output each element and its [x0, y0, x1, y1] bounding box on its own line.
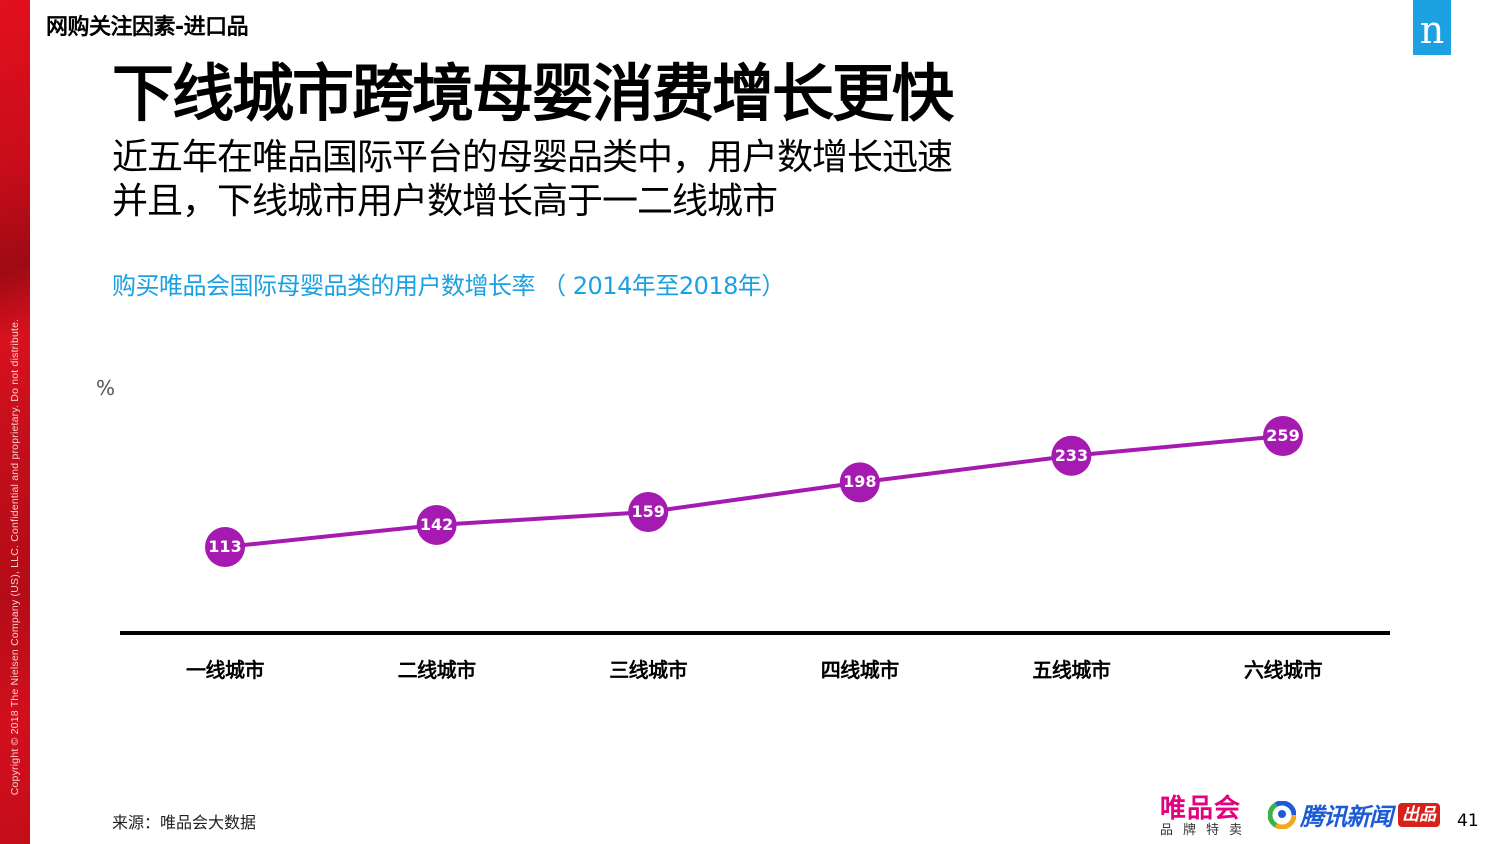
x-axis-tick-label: 五线城市 [1032, 658, 1111, 682]
x-axis-tick-label: 四线城市 [820, 658, 900, 682]
data-point-marker [1263, 416, 1303, 456]
data-point-marker [205, 527, 245, 567]
data-label: 159 [631, 502, 665, 522]
data-point-marker [416, 504, 457, 545]
data-label: 198 [843, 472, 877, 492]
data-label: 142 [419, 514, 454, 534]
tencent-news-logo: 腾讯新闻 出品 [1268, 797, 1440, 832]
x-axis-tick-label: 二线城市 [397, 658, 477, 682]
x-axis-tick-label: 三线城市 [609, 658, 688, 682]
series-markers [205, 416, 1303, 567]
data-label: 233 [1054, 445, 1089, 465]
section-label: 网购关注因素-进口品 [46, 15, 249, 40]
sidebar-decoration: Copyright © 2018 The Nielsen Company (US… [0, 0, 30, 844]
data-label: 113 [208, 537, 242, 556]
produced-badge: 出品 [1398, 802, 1440, 827]
y-axis-unit: % [96, 376, 116, 400]
page-number: 41 [1457, 811, 1479, 831]
source-note: 来源：唯品会大数据 [112, 813, 257, 832]
page-subtitle: 近五年在唯品国际平台的母婴品类中，用户数增长迅速 并且，下线城市用户数增长高于一… [112, 136, 953, 224]
x-axis-tick-label: 六线城市 [1244, 658, 1323, 682]
subtitle-line-1: 近五年在唯品国际平台的母婴品类中，用户数增长迅速 [112, 137, 953, 178]
data-point-marker [839, 462, 880, 503]
x-axis-tick-label: 一线城市 [186, 658, 265, 682]
nielsen-logo-icon: n [1413, 0, 1451, 55]
page-title: 下线城市跨境母婴消费增长更快 [112, 57, 954, 130]
data-point-marker [1051, 435, 1092, 476]
data-label: 259 [1266, 426, 1300, 445]
vip-logo: 唯品会 品牌特卖 [1160, 794, 1253, 838]
data-point-marker [628, 492, 669, 533]
series-line [224, 434, 1284, 549]
chart-title: 购买唯品会国际母婴品类的用户数增长率 （ 2014年至2018年） [112, 272, 785, 300]
subtitle-line-2: 并且，下线城市用户数增长高于一二线城市 [112, 181, 778, 222]
tencent-news-icon [1268, 800, 1296, 829]
